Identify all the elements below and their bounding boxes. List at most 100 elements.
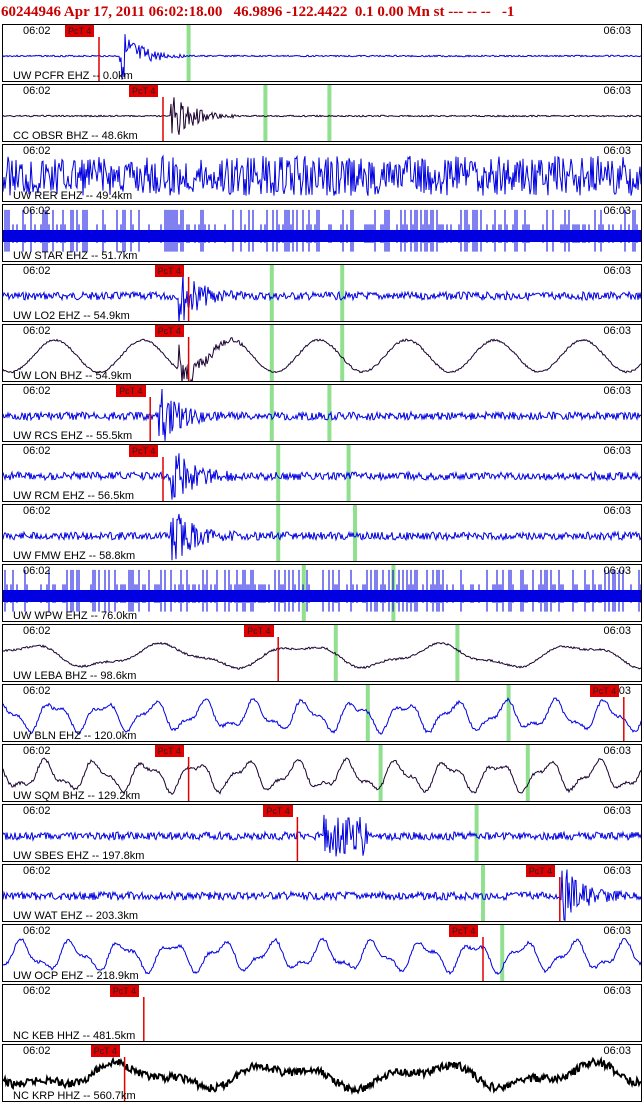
station-label: UW STAR EHZ -- 51.7km: [13, 250, 138, 262]
end-time-label: 06:03: [603, 745, 631, 757]
end-time-label: 06:03: [603, 1045, 631, 1057]
waveform-trace: [3, 513, 641, 561]
waveform-plot: [3, 685, 641, 741]
trace-band: [3, 230, 641, 242]
phase-marker: [333, 625, 338, 681]
waveform-trace: [3, 1056, 641, 1096]
trace-panel: 06:02 06:03 PcT 4 UW RCS EHZ -- 55.5km: [2, 384, 642, 442]
station-label: UW BLN EHZ -- 120.0km: [13, 730, 137, 742]
pick-tag[interactable]: PcT 4: [154, 265, 184, 277]
trace-panel: 06:02 06:03 PcT 4 UW PCFR EHZ -- 0.0km: [2, 24, 642, 82]
waveform-plot: [3, 805, 641, 861]
waveform-trace: [3, 97, 641, 135]
trace-panel: 06:02 06:03 PcT 4 NC KEB HHZ -- 481.5km: [2, 984, 642, 1042]
waveform-trace: [3, 869, 641, 921]
pick-tag[interactable]: PcT 4: [109, 985, 140, 997]
start-time-label: 06:02: [23, 85, 51, 97]
waveform-plot: [3, 865, 641, 921]
end-time-label: 06:03: [603, 505, 631, 517]
start-time-label: 06:02: [23, 445, 51, 457]
event-header: 60244946 Apr 17, 2011 06:02:18.00 46.989…: [1, 4, 515, 20]
phase-marker: [353, 505, 357, 561]
trace-panel: 06:02 06:03 PcT 4 UW LO2 EHZ -- 54.9km: [2, 264, 642, 322]
start-time-label: 06:02: [23, 505, 51, 517]
pick-tag[interactable]: PcT 4: [129, 85, 159, 97]
end-time-label: 06:03: [603, 625, 631, 637]
pick-tag[interactable]: PcT 4: [449, 925, 479, 937]
trace-panel: 06:02 06:03 PcT 4 UW LEBA BHZ -- 98.6km: [2, 624, 642, 682]
phase-marker: [378, 745, 383, 801]
pick-tag[interactable]: PcT 4: [263, 805, 293, 817]
trace-panel: 06:02 06:03 PcT 4 UW SQM BHZ -- 129.2km: [2, 744, 642, 802]
end-time-label: 06:03: [603, 865, 631, 877]
station-label: UW PCFR EHZ -- 0.0km: [13, 70, 133, 82]
end-time-label: 06:03: [603, 805, 631, 817]
start-time-label: 06:02: [23, 1045, 51, 1057]
start-time-label: 06:02: [23, 865, 51, 877]
trace-panel: 06:02 06:03 PcT 4 UW OCP EHZ -- 218.9km: [2, 924, 642, 982]
end-time-label: 06:03: [603, 985, 631, 997]
end-time-label: 06:03: [603, 265, 631, 277]
start-time-label: 06:02: [23, 685, 51, 697]
start-time-label: 06:02: [23, 925, 51, 937]
phase-marker: [186, 25, 191, 81]
start-time-label: 06:02: [23, 745, 51, 757]
waveform-trace: [3, 757, 641, 796]
waveform-plot: [3, 505, 641, 561]
station-label: UW LON BHZ -- 54.9km: [13, 370, 132, 382]
end-time-label: 06:03: [603, 25, 631, 37]
phase-marker: [474, 805, 479, 861]
end-time-label: 06:03: [603, 205, 631, 217]
phase-marker: [481, 865, 485, 921]
pick-tag[interactable]: PcT 4: [244, 625, 274, 637]
waveform-plot: [3, 565, 641, 621]
end-time-label: 06:03: [603, 445, 631, 457]
trace-band: [3, 590, 641, 602]
station-label: UW RER EHZ -- 49.4km: [13, 190, 133, 202]
waveform-plot: [3, 445, 641, 501]
phase-marker: [276, 445, 281, 501]
waveform-plot: [3, 1056, 641, 1101]
phase-marker: [263, 85, 268, 141]
station-label: UW WPW EHZ -- 76.0km: [13, 610, 138, 622]
phase-marker: [269, 265, 274, 321]
pick-tag[interactable]: PcT 4: [589, 685, 620, 697]
trace-panel: 06:02 06:03 UW FMW EHZ -- 58.8km: [2, 504, 642, 562]
waveform-plot: [3, 325, 641, 381]
phase-marker: [327, 85, 332, 141]
end-time-label: 06:03: [603, 85, 631, 97]
phase-marker: [269, 385, 274, 441]
end-time-label: 06:03: [603, 925, 631, 937]
pick-tag[interactable]: PcT 4: [90, 1045, 120, 1057]
start-time-label: 06:02: [23, 265, 51, 277]
waveform-plot: [3, 85, 641, 141]
waveform-trace: [3, 154, 641, 196]
start-time-label: 06:02: [23, 625, 51, 637]
waveform-trace: [4, 569, 641, 612]
waveform-plot: [3, 209, 641, 252]
station-label: UW LO2 EHZ -- 54.9km: [13, 310, 130, 322]
end-time-label: 06:03: [603, 565, 631, 577]
phase-marker: [340, 325, 345, 381]
start-time-label: 06:02: [23, 805, 51, 817]
station-label: UW FMW EHZ -- 58.8km: [13, 550, 136, 562]
pick-tag[interactable]: PcT 4: [154, 325, 184, 337]
pick-tag[interactable]: PcT 4: [65, 25, 95, 37]
pick-tag[interactable]: PcT 4: [129, 445, 159, 457]
station-label: NC KEB HHZ -- 481.5km: [13, 1030, 136, 1042]
phase-marker: [500, 925, 505, 981]
start-time-label: 06:02: [23, 205, 51, 217]
pick-tag[interactable]: PcT 4: [116, 385, 146, 397]
waveform-plot: [3, 25, 641, 81]
phase-marker: [525, 745, 530, 801]
station-label: UW RCM EHZ -- 56.5km: [13, 490, 134, 502]
waveform-plot: [3, 745, 641, 801]
pick-tag[interactable]: PcT 4: [154, 745, 184, 757]
station-label: UW WAT EHZ -- 203.3km: [13, 910, 139, 922]
start-time-label: 06:02: [23, 25, 51, 37]
trace-panel: 06:02 06:03 PcT 4 UW WAT EHZ -- 203.3km: [2, 864, 642, 922]
trace-panel: 06:02 06:03 PcT 4 CC OBSR BHZ -- 48.6km: [2, 84, 642, 142]
pick-tag[interactable]: PcT 4: [525, 865, 556, 877]
trace-panel: 06:02 06:03 PcT 4 UW SBES EHZ -- 197.8km: [2, 804, 642, 862]
station-label: UW LEBA BHZ -- 98.6km: [13, 670, 137, 682]
